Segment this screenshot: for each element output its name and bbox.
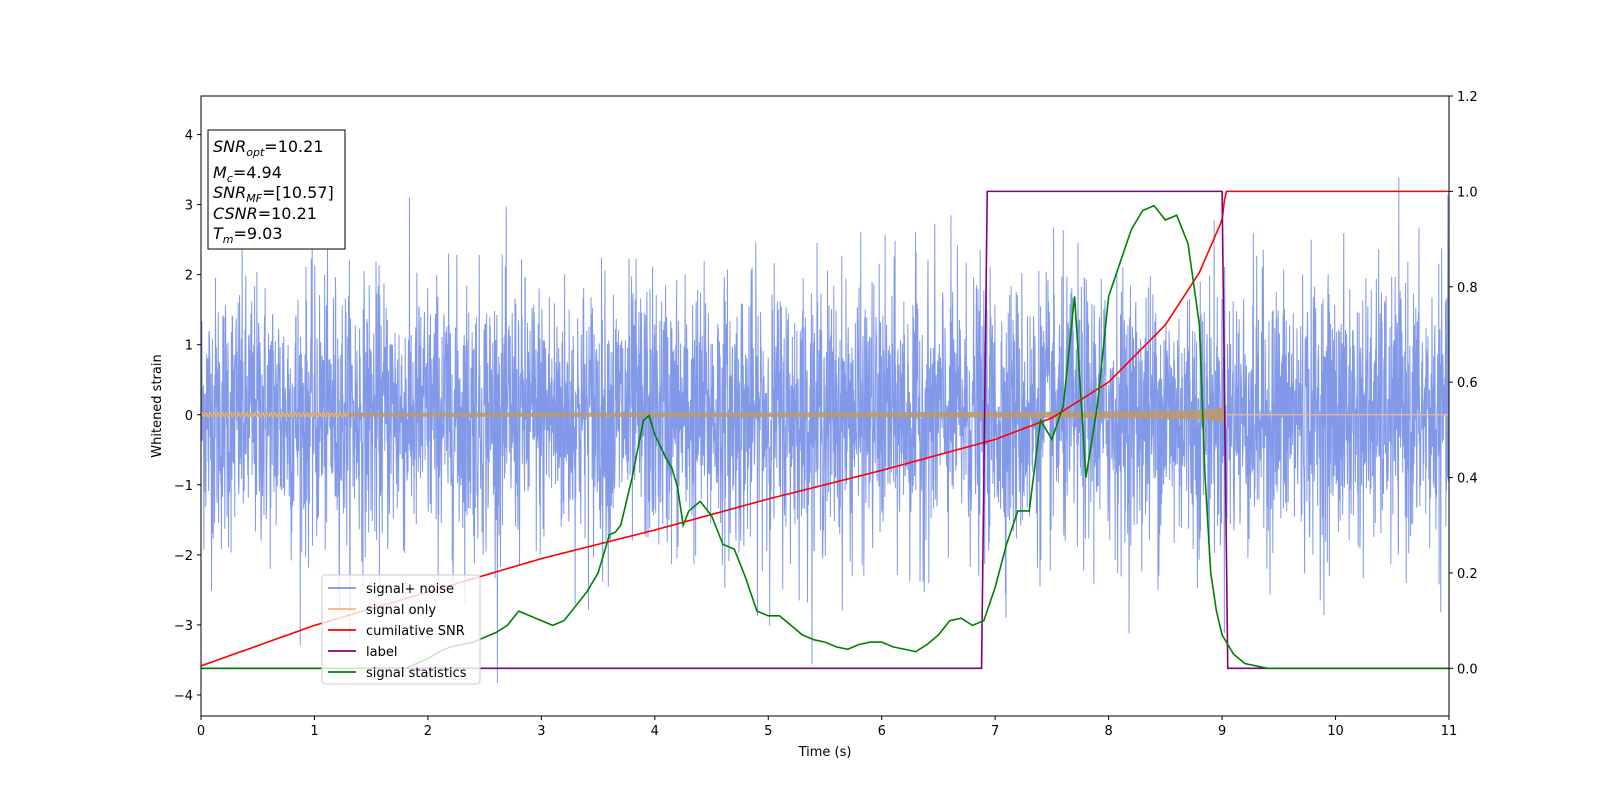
annotation-tm: Tm=9.03 bbox=[213, 224, 283, 246]
series-signal-only bbox=[201, 405, 1449, 424]
x-axis: 0 1 2 3 4 5 6 7 8 9 10 11 bbox=[197, 716, 1457, 739]
x-tick-label: 2 bbox=[424, 724, 432, 739]
x-tick-label: 4 bbox=[651, 724, 659, 739]
signal-only-line bbox=[201, 412, 349, 418]
y2-tick-label: 0.0 bbox=[1457, 662, 1478, 677]
x-tick-label: 7 bbox=[991, 724, 999, 739]
y-tick-label: −3 bbox=[174, 619, 193, 634]
y-axis-left: −4 −3 −2 −1 0 1 2 3 4 bbox=[174, 129, 201, 704]
legend-label: signal statistics bbox=[366, 666, 467, 681]
legend-label: cumilative SNR bbox=[366, 624, 465, 639]
y-axis-label: Whitened strain bbox=[150, 354, 165, 457]
y-tick-label: 4 bbox=[185, 129, 193, 144]
signal-only-envelope bbox=[201, 405, 1226, 424]
annotation-box: SNRopt=10.21 Mc=4.94 SNRMF=[10.57] CSNR=… bbox=[207, 129, 346, 250]
annotation-csnr: CSNR=10.21 bbox=[213, 204, 317, 223]
x-tick-label: 3 bbox=[537, 724, 545, 739]
x-tick-label: 8 bbox=[1104, 724, 1112, 739]
y2-tick-label: 0.6 bbox=[1457, 376, 1478, 391]
annotation-mc: Mc=4.94 bbox=[213, 163, 282, 185]
y-tick-label: 2 bbox=[185, 269, 193, 284]
annotation-snr-mf: SNRMF=[10.57] bbox=[213, 183, 334, 205]
x-tick-label: 0 bbox=[197, 724, 205, 739]
y-tick-label: 1 bbox=[185, 339, 193, 354]
plot-frame bbox=[200, 95, 1450, 717]
y-tick-label: 0 bbox=[185, 409, 193, 424]
x-tick-label: 1 bbox=[310, 724, 318, 739]
y2-tick-label: 0.4 bbox=[1457, 472, 1478, 487]
x-tick-label: 11 bbox=[1441, 724, 1458, 739]
legend: signal+ noise signal only cumilative SNR la… bbox=[321, 574, 481, 685]
x-axis-label: Time (s) bbox=[798, 745, 852, 760]
y-tick-label: −2 bbox=[174, 549, 193, 564]
y2-tick-label: 1.2 bbox=[1457, 90, 1478, 105]
x-tick-label: 9 bbox=[1218, 724, 1226, 739]
signal-statistics-line bbox=[201, 204, 1449, 670]
y2-tick-label: 1.0 bbox=[1457, 185, 1478, 200]
annotation-snr-opt: SNRopt=10.21 bbox=[213, 137, 324, 159]
y-tick-label: 3 bbox=[185, 199, 193, 214]
x-tick-label: 6 bbox=[878, 724, 886, 739]
legend-label: signal only bbox=[366, 603, 436, 618]
legend-label: signal+ noise bbox=[366, 582, 454, 597]
y2-tick-label: 0.2 bbox=[1457, 567, 1478, 582]
y2-tick-label: 0.8 bbox=[1457, 281, 1478, 296]
legend-label: label bbox=[366, 645, 397, 660]
x-tick-label: 5 bbox=[764, 724, 772, 739]
y-tick-label: −1 bbox=[174, 479, 193, 494]
y-axis-right: 0.0 0.2 0.4 0.6 0.8 1.0 1.2 bbox=[1449, 90, 1478, 677]
x-tick-label: 10 bbox=[1327, 724, 1344, 739]
y-tick-label: −4 bbox=[174, 689, 193, 704]
